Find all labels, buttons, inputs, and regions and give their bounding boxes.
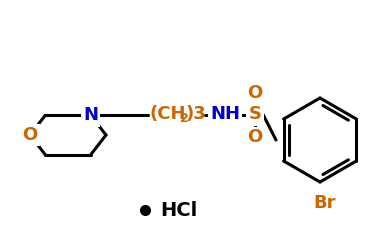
Text: 2: 2	[180, 112, 189, 125]
Text: HCl: HCl	[160, 200, 197, 220]
Text: O: O	[247, 84, 263, 102]
Text: (CH: (CH	[150, 105, 186, 123]
Text: O: O	[247, 128, 263, 147]
Text: Br: Br	[314, 194, 336, 212]
Text: N: N	[83, 106, 98, 124]
Text: )3: )3	[186, 105, 207, 123]
Text: NH: NH	[210, 105, 240, 123]
Text: S: S	[249, 105, 261, 123]
Text: O: O	[23, 126, 38, 144]
